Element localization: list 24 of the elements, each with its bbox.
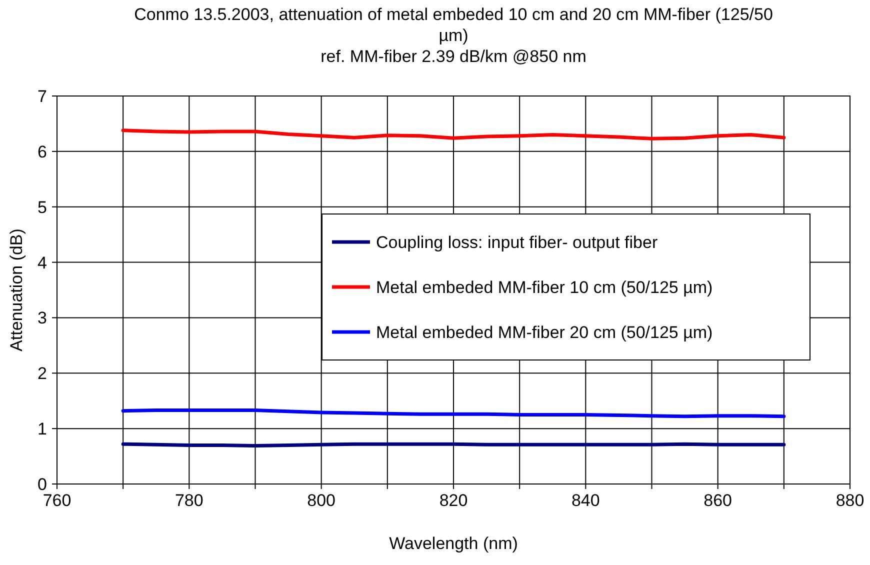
legend-label: Coupling loss: input fiber- output fiber <box>376 233 658 252</box>
y-tick-label: 1 <box>38 420 47 439</box>
x-tick-label: 780 <box>174 491 204 510</box>
y-axis-title: Attenuation (dB) <box>7 228 26 352</box>
x-tick-label: 860 <box>704 491 732 510</box>
x-tick-label: 840 <box>571 491 600 510</box>
y-tick-label: 7 <box>38 87 47 106</box>
y-tick-label: 0 <box>38 475 47 494</box>
y-tick-label: 6 <box>38 142 47 162</box>
chart-title: Conmo 13.5.2003, attenuation of metal embeded 10 cm and 20 cm MM-fiber (125/50 µm) <box>134 5 773 45</box>
y-tick-label: 5 <box>38 198 47 217</box>
x-tick-label: 820 <box>439 491 468 510</box>
line-series <box>121 128 786 140</box>
y-tick-label: 2 <box>38 364 47 384</box>
line-series <box>121 408 786 418</box>
y-tick-label: 3 <box>38 308 47 328</box>
x-tick-label: 880 <box>836 491 864 510</box>
x-axis-title: Wavelength (nm) <box>389 534 518 553</box>
legend-label: Metal embeded MM-fiber 20 cm (50/125 µm) <box>376 323 713 342</box>
legend-label: Metal embeded MM-fiber 10 cm (50/125 µm) <box>376 278 713 297</box>
chart-subtitle: ref. MM-fiber 2.39 dB/km @850 nm <box>320 47 586 66</box>
x-tick-label: 800 <box>307 491 336 510</box>
x-tick-label: 760 <box>42 491 72 510</box>
y-tick-label: 4 <box>38 253 47 272</box>
